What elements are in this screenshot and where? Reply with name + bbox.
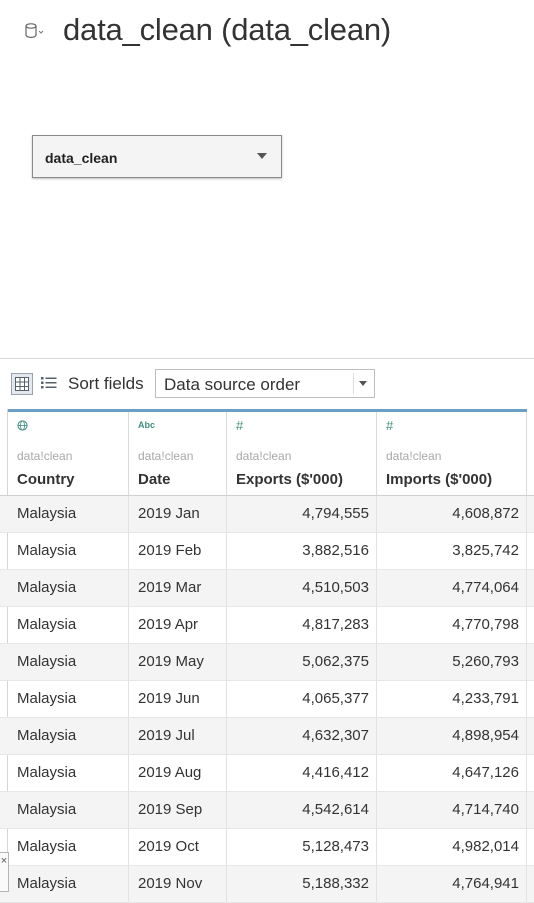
- column-header-date[interactable]: Abc data!clean Date: [129, 412, 227, 495]
- cell-country[interactable]: Malaysia: [8, 644, 129, 680]
- cell-country[interactable]: Malaysia: [8, 570, 129, 606]
- cell-date[interactable]: 2019 May: [129, 644, 227, 680]
- table-row: Malaysia 2019 Feb 3,882,516 3,825,742: [0, 533, 534, 570]
- cell-exports[interactable]: 4,542,614: [227, 792, 377, 828]
- cell-date[interactable]: 2019 Jun: [129, 681, 227, 717]
- cell-country[interactable]: Malaysia: [8, 792, 129, 828]
- chevron-down-icon: [257, 153, 267, 159]
- cell-date[interactable]: 2019 Jan: [129, 496, 227, 532]
- cell-date[interactable]: 2019 Oct: [129, 829, 227, 865]
- cell-country[interactable]: Malaysia: [8, 607, 129, 643]
- cell-country[interactable]: Malaysia: [8, 681, 129, 717]
- cell-imports[interactable]: 5,260,793: [377, 644, 527, 680]
- list-view-button[interactable]: [38, 373, 60, 395]
- database-icon[interactable]: [24, 22, 44, 40]
- column-name: Country: [17, 471, 75, 488]
- cell-exports[interactable]: 5,062,375: [227, 644, 377, 680]
- table-row: Malaysia 2019 Jan 4,794,555 4,608,872: [0, 496, 534, 533]
- column-name: Exports ($'000): [236, 471, 343, 488]
- cell-date[interactable]: 2019 Nov: [129, 866, 227, 902]
- side-panel-tab[interactable]: ×: [0, 852, 9, 892]
- grid-header-row: data!clean Country Abc data!clean Date #…: [0, 412, 534, 496]
- table-row: Malaysia 2019 Jun 4,065,377 4,233,791: [0, 681, 534, 718]
- abc-icon[interactable]: Abc: [138, 420, 156, 430]
- cell-date[interactable]: 2019 Jul: [129, 718, 227, 754]
- chevron-down-icon: [359, 381, 367, 386]
- grid-top-accent: [7, 409, 527, 412]
- column-name: Imports ($'000): [386, 471, 493, 488]
- section-divider: [0, 358, 534, 359]
- globe-icon[interactable]: [17, 420, 28, 434]
- number-icon[interactable]: #: [386, 418, 394, 433]
- select-divider: [353, 373, 354, 394]
- cell-country[interactable]: Malaysia: [8, 718, 129, 754]
- column-source: data!clean: [236, 449, 292, 463]
- close-icon[interactable]: ×: [0, 855, 8, 867]
- column-source: data!clean: [17, 449, 73, 463]
- cell-date[interactable]: 2019 Mar: [129, 570, 227, 606]
- grid-view-icon: [15, 377, 29, 391]
- connection-select[interactable]: data_clean: [32, 135, 282, 178]
- cell-imports[interactable]: 4,898,954: [377, 718, 527, 754]
- cell-exports[interactable]: 4,065,377: [227, 681, 377, 717]
- column-name: Date: [138, 471, 171, 488]
- cell-imports[interactable]: 3,825,742: [377, 533, 527, 569]
- cell-imports[interactable]: 4,608,872: [377, 496, 527, 532]
- list-view-icon: [41, 377, 57, 389]
- table-row: Malaysia 2019 Mar 4,510,503 4,774,064: [0, 570, 534, 607]
- table-row: Malaysia 2019 May 5,062,375 5,260,793: [0, 644, 534, 681]
- table-row: Malaysia 2019 Nov 5,188,332 4,764,941: [0, 866, 534, 903]
- cell-date[interactable]: 2019 Feb: [129, 533, 227, 569]
- column-header-imports[interactable]: # data!clean Imports ($'000): [377, 412, 527, 495]
- column-source: data!clean: [138, 449, 194, 463]
- grid-toolbar: Sort fields Data source order: [0, 365, 534, 403]
- table-row: Malaysia 2019 Apr 4,817,283 4,770,798: [0, 607, 534, 644]
- cell-date[interactable]: 2019 Apr: [129, 607, 227, 643]
- table-row: Malaysia 2019 Aug 4,416,412 4,647,126: [0, 755, 534, 792]
- cell-country[interactable]: Malaysia: [8, 866, 129, 902]
- data-grid: data!clean Country Abc data!clean Date #…: [0, 409, 534, 903]
- column-header-country[interactable]: data!clean Country: [8, 412, 129, 495]
- number-icon[interactable]: #: [236, 418, 244, 433]
- column-header-exports[interactable]: # data!clean Exports ($'000): [227, 412, 377, 495]
- cell-date[interactable]: 2019 Sep: [129, 792, 227, 828]
- table-row: Malaysia 2019 Sep 4,542,614 4,714,740: [0, 792, 534, 829]
- connection-select-label: data_clean: [45, 150, 118, 166]
- grid-view-button[interactable]: [11, 373, 33, 395]
- cell-imports[interactable]: 4,764,941: [377, 866, 527, 902]
- sort-fields-value: Data source order: [164, 375, 301, 394]
- cell-country[interactable]: Malaysia: [8, 755, 129, 791]
- cell-exports[interactable]: 4,632,307: [227, 718, 377, 754]
- cell-imports[interactable]: 4,982,014: [377, 829, 527, 865]
- cell-exports[interactable]: 4,510,503: [227, 570, 377, 606]
- cell-imports[interactable]: 4,774,064: [377, 570, 527, 606]
- cell-exports[interactable]: 4,817,283: [227, 607, 377, 643]
- cell-country[interactable]: Malaysia: [8, 829, 129, 865]
- cell-imports[interactable]: 4,770,798: [377, 607, 527, 643]
- cell-exports[interactable]: 4,794,555: [227, 496, 377, 532]
- column-source: data!clean: [386, 449, 442, 463]
- cell-imports[interactable]: 4,233,791: [377, 681, 527, 717]
- cell-imports[interactable]: 4,714,740: [377, 792, 527, 828]
- sort-fields-label: Sort fields: [68, 374, 144, 393]
- page-header: data_clean (data_clean): [0, 0, 534, 70]
- cell-exports[interactable]: 5,188,332: [227, 866, 377, 902]
- cell-date[interactable]: 2019 Aug: [129, 755, 227, 791]
- cell-country[interactable]: Malaysia: [8, 533, 129, 569]
- cell-imports[interactable]: 4,647,126: [377, 755, 527, 791]
- page-title[interactable]: data_clean (data_clean): [63, 12, 392, 47]
- cell-exports[interactable]: 4,416,412: [227, 755, 377, 791]
- table-row: Malaysia 2019 Jul 4,632,307 4,898,954: [0, 718, 534, 755]
- sort-fields-select[interactable]: Data source order: [155, 369, 375, 398]
- cell-exports[interactable]: 3,882,516: [227, 533, 377, 569]
- cell-exports[interactable]: 5,128,473: [227, 829, 377, 865]
- table-row: Malaysia 2019 Oct 5,128,473 4,982,014: [0, 829, 534, 866]
- cell-country[interactable]: Malaysia: [8, 496, 129, 532]
